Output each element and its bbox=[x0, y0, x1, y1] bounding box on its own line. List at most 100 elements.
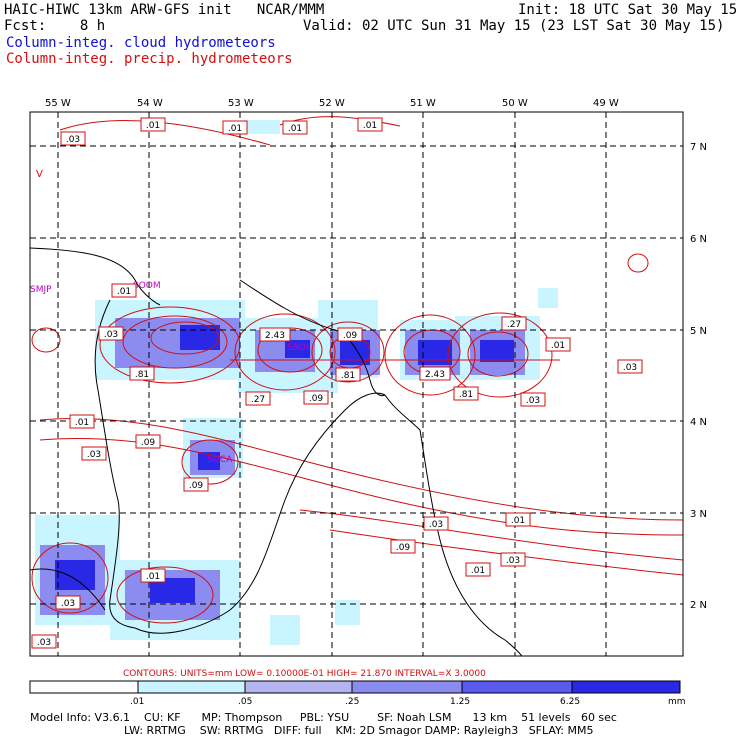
scale-box-5 bbox=[571, 680, 681, 694]
contour-label-3: .01 bbox=[363, 121, 377, 131]
lon-label-50w: 50 W bbox=[502, 98, 528, 109]
contour-label-18: .81 bbox=[459, 390, 473, 400]
contour-label-25: .03 bbox=[37, 638, 51, 648]
contour-label-22: .09 bbox=[141, 438, 156, 448]
station-smjp: SMJP bbox=[30, 285, 52, 295]
contour-label-6: .03 bbox=[104, 330, 118, 340]
contour-label-box-18 bbox=[453, 386, 479, 401]
forecast-hour: Fcst: 8 h bbox=[4, 18, 106, 34]
contour-label-8: .03 bbox=[526, 396, 540, 406]
scale-box-2 bbox=[244, 680, 353, 694]
contour-label-12: .03 bbox=[623, 363, 637, 373]
init-time: Init: 18 UTC Sat 30 May 15 bbox=[518, 2, 738, 18]
lon-label-54w: 54 W bbox=[137, 98, 163, 109]
contour-label-box-28 bbox=[465, 562, 491, 577]
lat-label-4n: 4 N bbox=[690, 417, 707, 428]
contour-label-5: .01 bbox=[117, 287, 131, 297]
contour-label-1: .03 bbox=[66, 135, 80, 145]
contour-label-box-29 bbox=[423, 516, 449, 531]
contour-label-box-16 bbox=[335, 367, 361, 382]
contour-label-20: .01 bbox=[75, 418, 89, 428]
contour-label-0: .01 bbox=[146, 121, 160, 131]
model-title: HAIC-HIWC 13km ARW-GFS init NCAR/MMM bbox=[4, 2, 325, 18]
contour-label-box-11 bbox=[501, 316, 527, 331]
contour-label-box-21 bbox=[140, 568, 166, 583]
lon-label-52w: 52 W bbox=[319, 98, 345, 109]
contour-label-box-0 bbox=[140, 117, 166, 132]
model-info-line-2: LW: RRTMG SW: RRTMG DIFF: full KM: 2D Sm… bbox=[124, 724, 594, 737]
lon-label-55w: 55 W bbox=[45, 98, 71, 109]
station-soom: SOOM bbox=[133, 281, 161, 291]
lat-lon-grid bbox=[30, 112, 683, 656]
contour-label-box-7 bbox=[545, 337, 571, 352]
contour-label-box-1 bbox=[60, 131, 86, 146]
contour-label-box-22 bbox=[135, 434, 161, 449]
contour-label-17: 2.43 bbox=[425, 370, 445, 380]
contour-label-11: .27 bbox=[507, 320, 521, 330]
station-labels: SMJP SOOM SOCA SBOI bbox=[30, 281, 308, 465]
contour-label-box-20 bbox=[69, 414, 95, 429]
contour-label-box-9 bbox=[259, 327, 291, 342]
contour-label-2: .01 bbox=[288, 124, 302, 134]
contour-label-box-17 bbox=[419, 366, 451, 381]
scale-label-0: .01 bbox=[130, 697, 144, 707]
contour-label-box-2 bbox=[282, 120, 308, 135]
contour-label-box-25 bbox=[31, 634, 57, 649]
contour-label-14: .27 bbox=[251, 395, 265, 405]
contour-label-box-15 bbox=[303, 390, 329, 405]
lat-label-2n: 2 N bbox=[690, 600, 707, 611]
contour-label-box-31 bbox=[500, 552, 526, 567]
contour-label-7: .01 bbox=[551, 341, 565, 351]
map-frame bbox=[29, 111, 684, 657]
contour-label-box-3 bbox=[357, 117, 383, 132]
lon-label-51w: 51 W bbox=[410, 98, 436, 109]
contour-label-box-27 bbox=[390, 539, 416, 554]
contour-label-26: .01 bbox=[511, 516, 525, 526]
contour-label-box-24 bbox=[183, 477, 209, 492]
contour-label-24: .09 bbox=[189, 481, 204, 491]
precip-contours bbox=[31, 116, 683, 624]
contour-label-box-4 bbox=[222, 120, 248, 135]
contour-label-28: .01 bbox=[471, 566, 485, 576]
scale-box-4 bbox=[461, 680, 573, 694]
station-soca: SOCA bbox=[207, 455, 233, 465]
scale-label-2: .25 bbox=[345, 697, 359, 707]
contour-label-box-6 bbox=[98, 326, 124, 341]
contour-label-9: 2.43 bbox=[265, 331, 285, 341]
contour-label-box-14 bbox=[245, 391, 271, 406]
scale-box-0 bbox=[29, 680, 139, 694]
lat-label-5n: 5 N bbox=[690, 326, 707, 337]
contour-label-box-23 bbox=[55, 595, 81, 610]
contour-label-box-8 bbox=[520, 392, 546, 407]
contours-info: CONTOURS: UNITS=mm LOW= 0.10000E-01 HIGH… bbox=[123, 669, 486, 679]
contour-label-19: .03 bbox=[87, 450, 101, 460]
scale-label-1: .05 bbox=[238, 697, 252, 707]
scale-box-1 bbox=[137, 680, 246, 694]
contour-label-31: .03 bbox=[506, 556, 520, 566]
contour-label-box-12 bbox=[617, 359, 643, 374]
station-sboi: SBOI bbox=[287, 343, 308, 353]
valid-time: Valid: 02 UTC Sun 31 May 15 (23 LST Sat … bbox=[303, 18, 725, 34]
contour-label-16: .81 bbox=[341, 371, 355, 381]
contour-label-27: .09 bbox=[396, 543, 411, 553]
field-label-cloud: Column-integ. cloud hydrometeors bbox=[6, 35, 276, 51]
scale-box-3 bbox=[351, 680, 463, 694]
lat-label-6n: 6 N bbox=[690, 234, 707, 245]
contour-label-box-10 bbox=[337, 327, 363, 342]
contour-label-29: .03 bbox=[429, 520, 443, 530]
contour-label-32: V bbox=[36, 169, 43, 180]
contour-label-box-19 bbox=[81, 446, 107, 461]
lat-label-7n: 7 N bbox=[690, 142, 707, 153]
contour-label-15: .09 bbox=[309, 394, 324, 404]
scale-label-3: 1.25 bbox=[450, 697, 470, 707]
scale-label-4: 6.25 bbox=[560, 697, 580, 707]
lat-label-3n: 3 N bbox=[690, 509, 707, 520]
model-info-line-1: Model Info: V3.6.1 CU: KF MP: Thompson P… bbox=[30, 711, 617, 724]
contour-label-box-26 bbox=[505, 512, 531, 527]
cloud-shading-core bbox=[55, 325, 514, 603]
lon-label-53w: 53 W bbox=[228, 98, 254, 109]
contour-label-group: .01 .03 .01 .01 .01 .01 .03 .01 .03 2.43 .09 .27 .03… bbox=[31, 117, 643, 649]
contour-label-23: .03 bbox=[61, 599, 75, 609]
color-scale: .01 .05 .25 1.25 6.25 mm bbox=[29, 680, 686, 707]
